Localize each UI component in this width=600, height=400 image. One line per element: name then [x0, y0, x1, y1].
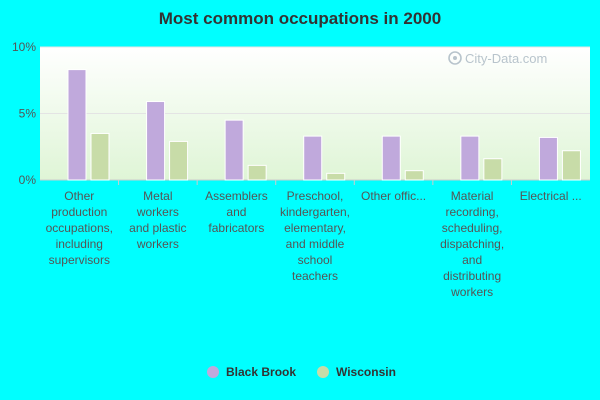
bar-black-brook[interactable]	[381, 135, 401, 181]
category-label: Preschool, kindergarten, elementary, and mi…	[280, 189, 350, 283]
legend-label: Wisconsin	[336, 365, 396, 379]
bar-black-brook[interactable]	[224, 119, 244, 181]
chart-title: Most common occupations in 2000	[159, 9, 441, 28]
watermark: City-Data.com	[448, 51, 547, 66]
bar-black-brook[interactable]	[303, 135, 323, 181]
bar-wisconsin[interactable]	[326, 172, 346, 181]
y-axis-ticks: 0% 5% 10%	[12, 40, 36, 187]
bar-wisconsin[interactable]	[561, 150, 581, 181]
bar-black-brook[interactable]	[538, 136, 558, 181]
bar-black-brook[interactable]	[146, 101, 166, 181]
bar-black-brook[interactable]	[460, 135, 480, 181]
legend: Black Brook Wisconsin	[207, 365, 396, 379]
watermark-icon-dot	[453, 56, 457, 60]
y-tick-label: 10%	[12, 40, 36, 54]
y-tick-label: 0%	[19, 173, 37, 187]
bar-wisconsin[interactable]	[483, 158, 503, 181]
category-labels: Other production occupations, including supe…	[46, 180, 582, 299]
watermark-text: City-Data.com	[465, 51, 547, 66]
category-label: Electrical ...	[520, 189, 582, 203]
category-label: Assemblers and fabricators	[205, 189, 268, 235]
legend-label: Black Brook	[226, 365, 296, 379]
legend-swatch-wisconsin	[317, 366, 329, 378]
category-label: Other offic...	[361, 189, 426, 203]
category-label: Other production occupations, including supe…	[46, 189, 113, 267]
bar-wisconsin[interactable]	[90, 132, 110, 181]
bar-wisconsin[interactable]	[404, 170, 424, 181]
bars	[67, 69, 581, 181]
y-tick-label: 5%	[19, 107, 37, 121]
bar-black-brook[interactable]	[67, 69, 87, 181]
category-label: Material recording, scheduling, dispatching…	[440, 189, 504, 299]
bar-wisconsin[interactable]	[247, 164, 267, 181]
bar-wisconsin[interactable]	[169, 140, 189, 181]
watermark-icon	[448, 51, 462, 65]
legend-swatch-black-brook	[207, 366, 219, 378]
category-label: Metal workers and plastic workers	[129, 189, 186, 251]
